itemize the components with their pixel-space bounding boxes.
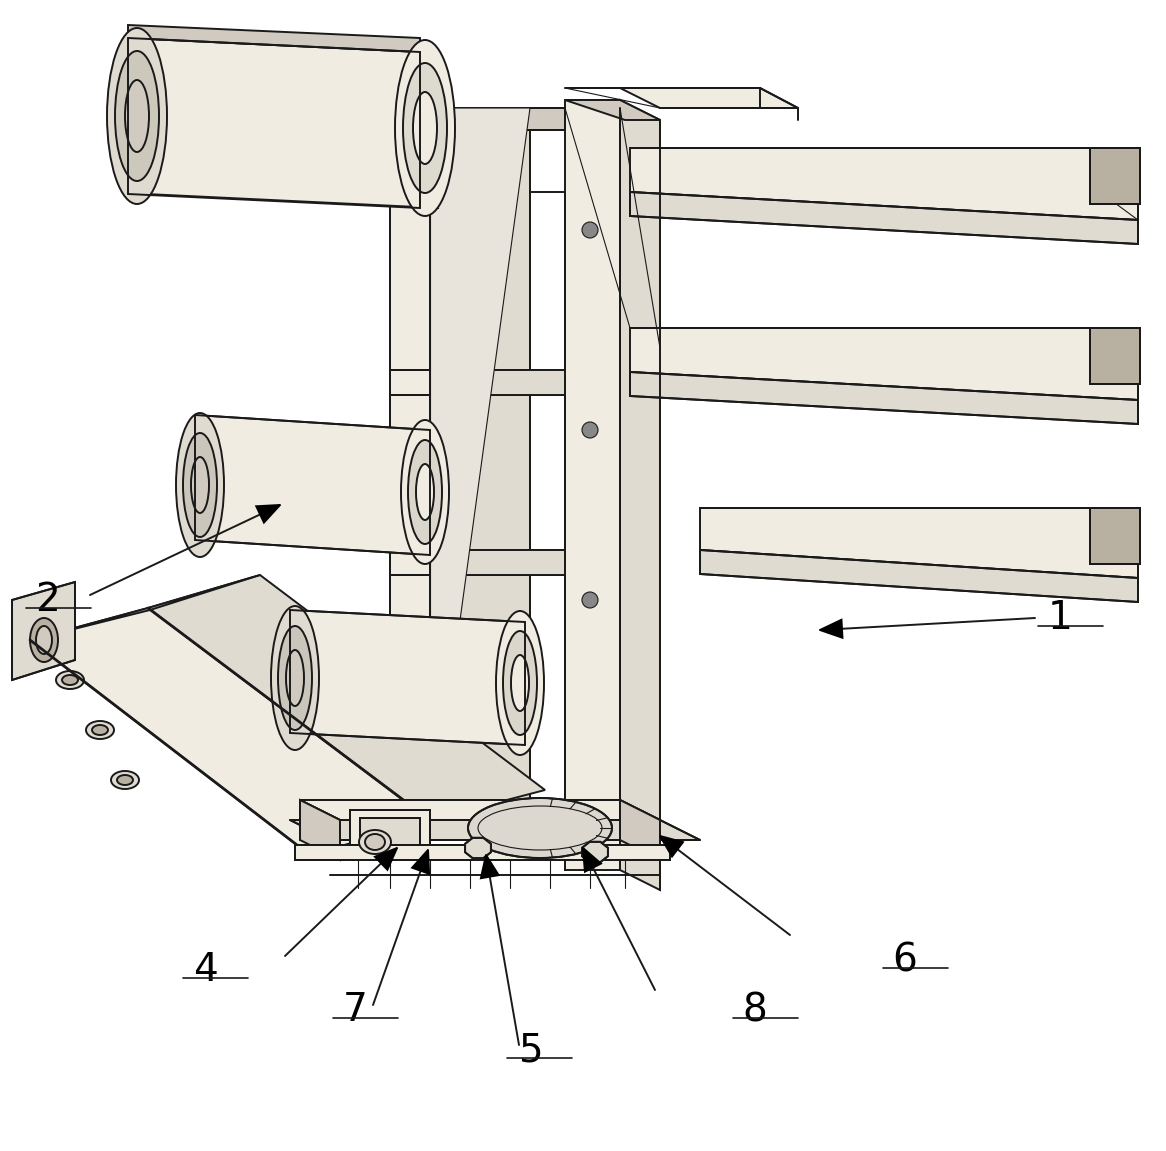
Bar: [1090, 508, 1140, 564]
Polygon shape: [660, 836, 683, 856]
Text: 6: 6: [892, 942, 918, 980]
Polygon shape: [620, 100, 660, 890]
Bar: [1090, 328, 1140, 384]
Polygon shape: [12, 582, 75, 680]
Ellipse shape: [92, 725, 108, 735]
Ellipse shape: [107, 28, 167, 204]
Polygon shape: [389, 108, 566, 130]
Ellipse shape: [468, 798, 612, 857]
Bar: [430, 561, 461, 588]
Text: 8: 8: [743, 991, 767, 1029]
Polygon shape: [30, 608, 430, 855]
Ellipse shape: [511, 655, 529, 711]
Polygon shape: [566, 100, 660, 120]
Ellipse shape: [401, 420, 449, 564]
Polygon shape: [290, 610, 525, 745]
Polygon shape: [566, 100, 620, 870]
Polygon shape: [412, 849, 429, 874]
Polygon shape: [583, 848, 600, 871]
Ellipse shape: [183, 433, 217, 538]
Ellipse shape: [176, 413, 224, 557]
Ellipse shape: [271, 605, 319, 750]
Ellipse shape: [582, 222, 598, 238]
Ellipse shape: [191, 457, 209, 513]
Polygon shape: [195, 416, 430, 555]
Polygon shape: [300, 800, 660, 820]
Bar: [430, 561, 461, 588]
Polygon shape: [820, 619, 843, 638]
Polygon shape: [430, 108, 531, 840]
Ellipse shape: [125, 81, 149, 152]
Ellipse shape: [408, 440, 442, 544]
Ellipse shape: [582, 592, 598, 608]
Polygon shape: [300, 800, 340, 860]
Text: 5: 5: [518, 1031, 542, 1069]
Bar: [1090, 508, 1140, 564]
Ellipse shape: [582, 422, 598, 439]
Ellipse shape: [503, 631, 538, 735]
Text: 2: 2: [36, 581, 61, 619]
Polygon shape: [630, 372, 1138, 424]
Polygon shape: [700, 550, 1138, 602]
Polygon shape: [290, 820, 700, 840]
Polygon shape: [700, 508, 1138, 578]
Polygon shape: [128, 38, 438, 208]
Polygon shape: [389, 130, 490, 820]
Bar: [360, 818, 420, 852]
Ellipse shape: [111, 771, 139, 788]
Polygon shape: [630, 192, 1138, 244]
Ellipse shape: [62, 674, 78, 685]
Ellipse shape: [56, 671, 84, 689]
Ellipse shape: [395, 40, 455, 216]
Text: 1: 1: [1047, 599, 1073, 637]
Ellipse shape: [86, 721, 114, 739]
Ellipse shape: [365, 834, 385, 849]
Polygon shape: [389, 369, 566, 395]
Ellipse shape: [416, 464, 434, 520]
Text: 4: 4: [192, 951, 217, 989]
Polygon shape: [430, 550, 566, 576]
Polygon shape: [480, 855, 499, 878]
Polygon shape: [30, 576, 260, 640]
Polygon shape: [430, 369, 566, 395]
Polygon shape: [620, 800, 660, 860]
Ellipse shape: [496, 611, 545, 755]
Polygon shape: [630, 328, 1138, 401]
Ellipse shape: [36, 626, 52, 654]
Polygon shape: [465, 838, 491, 859]
Text: 7: 7: [343, 991, 367, 1029]
Polygon shape: [295, 845, 670, 860]
Ellipse shape: [359, 830, 391, 854]
Polygon shape: [630, 148, 1138, 220]
Polygon shape: [389, 550, 566, 576]
Bar: [350, 810, 430, 860]
Polygon shape: [375, 848, 396, 870]
Bar: [430, 384, 461, 413]
Polygon shape: [128, 25, 420, 52]
Ellipse shape: [286, 650, 304, 706]
Polygon shape: [582, 841, 607, 862]
Ellipse shape: [115, 51, 159, 181]
Bar: [360, 818, 420, 852]
Polygon shape: [430, 108, 531, 840]
Bar: [350, 810, 430, 860]
Bar: [1090, 328, 1140, 384]
Ellipse shape: [30, 618, 58, 662]
Ellipse shape: [413, 92, 437, 163]
Polygon shape: [257, 505, 280, 523]
Polygon shape: [148, 576, 545, 820]
Bar: [1090, 148, 1140, 204]
Polygon shape: [566, 87, 798, 108]
Bar: [430, 384, 461, 413]
Ellipse shape: [278, 626, 312, 730]
Ellipse shape: [403, 63, 447, 193]
Ellipse shape: [117, 775, 133, 785]
Bar: [1090, 148, 1140, 204]
